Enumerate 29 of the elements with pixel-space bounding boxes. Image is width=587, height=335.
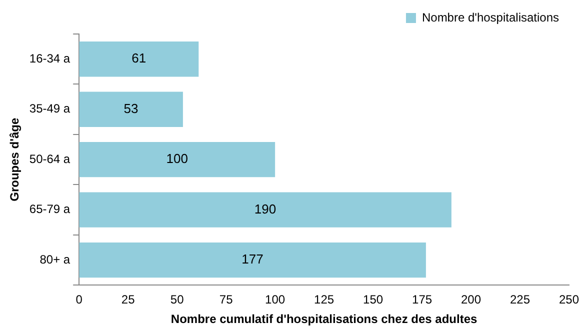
- x-tick-label: 200: [461, 292, 482, 307]
- data-label: 100: [166, 151, 188, 166]
- y-tick-label: 50-64 a: [29, 152, 70, 166]
- y-tick-label: 35-49 a: [29, 102, 70, 116]
- x-tick-label: 175: [412, 292, 432, 307]
- x-tick-label: 25: [121, 292, 136, 307]
- legend-label: Nombre d'hospitalisations: [422, 10, 560, 24]
- data-label: 177: [242, 252, 264, 267]
- x-tick-label: 0: [76, 292, 83, 307]
- bar: [79, 142, 276, 178]
- bar: [79, 92, 183, 127]
- x-tick-label: 100: [265, 292, 286, 307]
- x-tick-label: 50: [170, 292, 184, 307]
- x-tick-label: 75: [219, 292, 234, 307]
- x-tick-label: 250: [558, 292, 580, 307]
- x-tick-label: 150: [363, 292, 384, 307]
- y-axis-title: Groupes d'âge: [8, 118, 22, 202]
- x-tick-label: 125: [314, 292, 334, 307]
- x-axis-title: Nombre cumulatif d'hospitalisations chez des adultes: [170, 312, 478, 326]
- data-label: 53: [124, 100, 138, 116]
- x-tick-label: 225: [510, 292, 530, 307]
- data-label: 190: [254, 201, 276, 216]
- data-label: 61: [132, 50, 146, 66]
- bar: [79, 242, 426, 278]
- y-tick-label: 16-34 a: [29, 51, 70, 66]
- bar: [79, 42, 199, 77]
- bar: [79, 192, 452, 228]
- y-tick-label: 80+ a: [40, 252, 70, 266]
- y-tick-label: 65-79 a: [29, 202, 70, 216]
